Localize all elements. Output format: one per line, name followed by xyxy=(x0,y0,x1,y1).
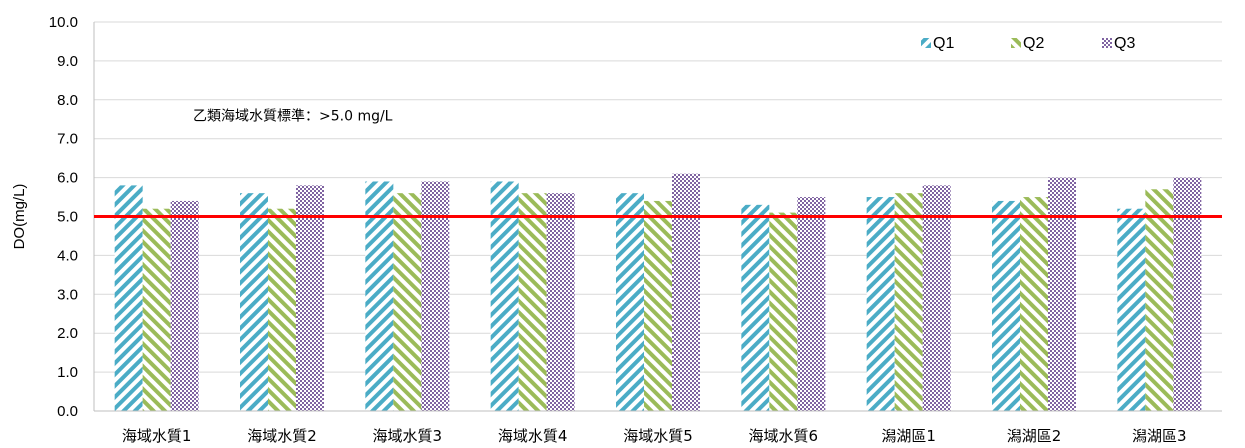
y-tick-label: 4.0 xyxy=(57,247,78,264)
legend-label-q1: Q1 xyxy=(933,35,954,52)
bar-q3-3 xyxy=(421,181,450,411)
bar-q3-4 xyxy=(546,193,575,411)
bar-q2-2 xyxy=(268,208,296,411)
x-tick-label: 海域水質4 xyxy=(498,427,568,445)
x-tick-label: 潟湖區2 xyxy=(1007,427,1062,445)
y-tick-label: 9.0 xyxy=(57,53,78,70)
x-tick-label: 海域水質3 xyxy=(373,427,443,445)
legend-swatch-q3 xyxy=(1102,38,1112,48)
bar-q1-4 xyxy=(490,181,519,411)
bar-q2-8 xyxy=(1020,197,1048,411)
standard-annotation: 乙類海域水質標準：>5.0 mg/L xyxy=(193,108,393,124)
legend-swatch-q1 xyxy=(921,38,931,48)
bar-q1-6 xyxy=(741,204,770,411)
y-tick-label: 7.0 xyxy=(57,131,78,148)
tick-labels: 0.0 1.0 2.0 3.0 4.0 5.0 6.0 7.0 8.0 9.0 10.0 海域水質1 海… xyxy=(49,14,1187,445)
bar-q2-7 xyxy=(894,193,923,411)
y-tick-label: 1.0 xyxy=(57,364,78,381)
bar-q3-2 xyxy=(296,185,324,411)
bar-q1-7 xyxy=(866,197,895,411)
y-tick-label: 10.0 xyxy=(49,14,78,31)
y-tick-label: 5.0 xyxy=(57,209,78,226)
legend-swatch-q2 xyxy=(1011,38,1021,48)
x-tick-label: 潟湖區3 xyxy=(1132,427,1187,445)
bar-q2-9 xyxy=(1145,189,1174,411)
bars xyxy=(114,173,1202,411)
legend-label-q3: Q3 xyxy=(1114,35,1135,52)
bar-q2-3 xyxy=(393,193,422,411)
bar-q1-3 xyxy=(365,181,394,411)
y-tick-label: 0.0 xyxy=(57,403,78,420)
x-tick-label: 潟湖區1 xyxy=(881,427,936,445)
bar-q1-1 xyxy=(114,185,143,411)
legend-label-q2: Q2 xyxy=(1023,35,1044,52)
bar-q3-9 xyxy=(1173,177,1202,411)
x-tick-label: 海域水質6 xyxy=(749,427,819,445)
bar-q1-2 xyxy=(240,193,268,411)
bar-q3-1 xyxy=(170,200,199,411)
bar-q2-1 xyxy=(142,208,171,411)
bar-q2-6 xyxy=(769,212,798,411)
bar-q3-5 xyxy=(672,173,700,411)
y-tick-label: 6.0 xyxy=(57,170,78,187)
y-tick-label: 2.0 xyxy=(57,325,78,342)
x-tick-label: 海域水質1 xyxy=(122,427,192,445)
bar-q1-5 xyxy=(616,193,644,411)
x-tick-label: 海域水質2 xyxy=(247,427,317,445)
bar-q2-5 xyxy=(644,200,672,411)
bar-q2-4 xyxy=(518,193,547,411)
y-tick-label: 3.0 xyxy=(57,286,78,303)
y-axis-label: DO(mg/L) xyxy=(11,184,28,250)
y-tick-label: 8.0 xyxy=(57,92,78,109)
bar-q3-6 xyxy=(797,197,826,411)
bar-q3-8 xyxy=(1048,177,1076,411)
bar-q1-9 xyxy=(1117,208,1146,411)
x-tick-label: 海域水質5 xyxy=(623,427,693,445)
bar-q3-7 xyxy=(922,185,951,411)
bar-q1-8 xyxy=(992,200,1020,411)
legend: Q1 Q2 Q3 xyxy=(921,35,1135,52)
